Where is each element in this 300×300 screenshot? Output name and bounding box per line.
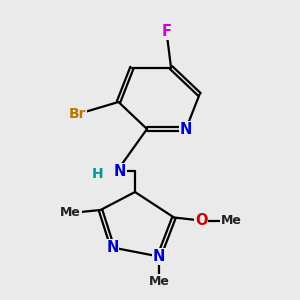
Text: H: H	[92, 167, 103, 181]
Text: N: N	[180, 122, 192, 136]
Text: Br: Br	[69, 107, 87, 121]
Text: Me: Me	[60, 206, 81, 220]
Text: O: O	[195, 213, 207, 228]
Text: Me: Me	[148, 275, 170, 288]
Text: Me: Me	[220, 214, 242, 227]
Text: N: N	[153, 249, 165, 264]
Text: N: N	[114, 164, 126, 178]
Text: F: F	[161, 24, 172, 39]
Text: N: N	[106, 240, 119, 255]
